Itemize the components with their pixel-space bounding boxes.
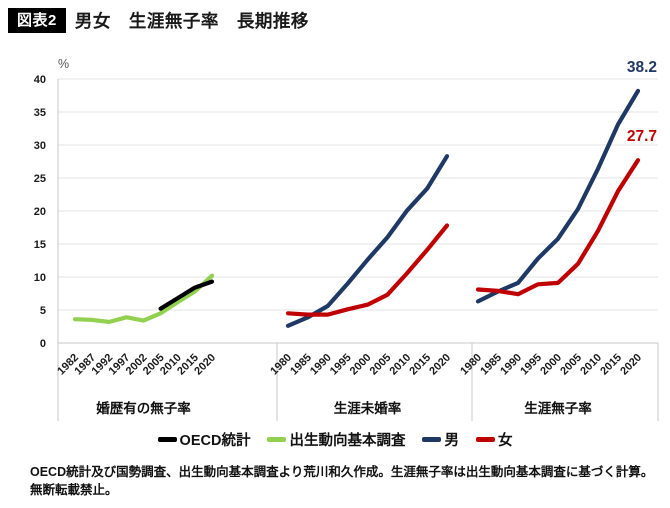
line-chart-canvas: 0510152025303540%19821987199219972002200…	[34, 57, 659, 421]
y-axis-tick-label: 20	[34, 206, 46, 218]
series-end-value-label: 38.2	[627, 59, 657, 76]
x-axis-tick-label: 2010	[578, 352, 604, 378]
y-axis-tick-label: 30	[34, 140, 46, 152]
series-line-男	[285, 154, 450, 328]
legend-label: 女	[497, 433, 513, 449]
series-end-value-label: 27.7	[627, 128, 657, 145]
legend-item-男: 男	[422, 429, 459, 450]
figure-badge: 図表2	[8, 8, 66, 33]
legend-swatch-icon	[475, 437, 495, 442]
y-axis-unit-label: %	[58, 57, 69, 71]
legend-label: OECD統計	[179, 433, 251, 449]
panel-caption: 生涯無子率	[524, 400, 592, 416]
legend-label: 男	[444, 433, 459, 449]
panel-caption: 婚歴有の無子率	[96, 400, 191, 416]
figure-header: 図表2 男女 生涯無子率 長期推移	[8, 8, 309, 33]
x-axis-tick-label: 1980	[268, 352, 294, 378]
x-axis-tick-label: 1985	[478, 352, 504, 378]
x-axis-tick-label: 2000	[538, 352, 564, 378]
y-axis-tick-label: 0	[40, 338, 46, 350]
series-line-男	[475, 88, 641, 304]
legend-swatch-icon	[267, 437, 287, 442]
x-axis-tick-label: 1995	[328, 352, 354, 378]
legend-item-女: 女	[475, 429, 513, 450]
x-axis-tick-label: 2020	[618, 352, 644, 378]
chart-title: 男女 生涯無子率 長期推移	[74, 11, 309, 31]
series-line-女	[285, 223, 450, 317]
x-axis-tick-label: 2005	[558, 352, 584, 378]
x-axis-tick-label: 1985	[288, 352, 314, 378]
chart-legend: OECD統計 出生動向基本調査 男 女	[0, 429, 670, 450]
legend-item-出生動向基本調査: 出生動向基本調査	[267, 429, 405, 450]
source-note: OECD統計及び国勢調査、出生動向基本調査より荒川和久作成。生涯無子率は出生動向…	[30, 465, 654, 498]
legend-item-OECD統計: OECD統計	[157, 429, 251, 450]
legend-swatch-icon	[157, 437, 177, 442]
legend-label: 出生動向基本調査	[289, 433, 406, 449]
series-line-OECD統計	[158, 279, 215, 311]
x-axis-tick-label: 2000	[348, 352, 374, 378]
y-axis-tick-label: 5	[40, 305, 46, 317]
x-axis-tick-label: 2010	[388, 352, 414, 378]
x-axis-tick-label: 2015	[598, 352, 624, 378]
x-axis-tick-label: 1990	[308, 352, 334, 378]
y-axis-tick-label: 10	[34, 272, 46, 284]
x-axis-tick-label: 1980	[458, 352, 484, 378]
y-axis-tick-label: 15	[34, 239, 46, 251]
x-axis-tick-label: 2015	[407, 352, 433, 378]
y-axis-tick-label: 25	[34, 173, 46, 185]
series-line-女	[475, 158, 641, 297]
x-axis-tick-label: 2005	[368, 352, 394, 378]
y-axis-tick-label: 35	[34, 107, 46, 119]
series-line-出生動向基本調査	[72, 273, 215, 324]
x-axis-tick-label: 1990	[498, 352, 524, 378]
panel-caption: 生涯未婚率	[334, 400, 402, 416]
y-axis-tick-label: 40	[34, 74, 46, 86]
x-axis-tick-label: 2020	[427, 352, 453, 378]
legend-swatch-icon	[422, 437, 442, 442]
x-axis-tick-label: 1995	[518, 352, 544, 378]
